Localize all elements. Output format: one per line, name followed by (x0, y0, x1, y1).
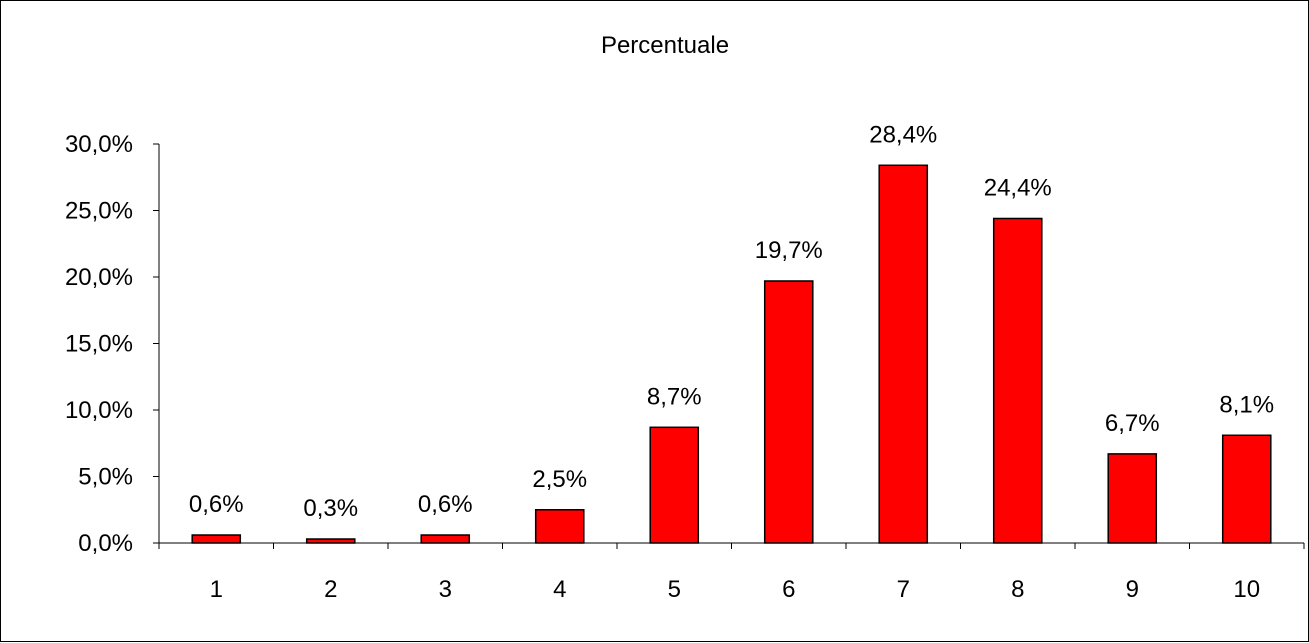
bar (649, 426, 700, 544)
x-tick-label: 8 (1011, 576, 1024, 603)
bars (191, 164, 1272, 544)
x-tick-label: 3 (439, 576, 452, 603)
x-tick-label: 6 (782, 576, 795, 603)
bar (305, 538, 356, 544)
x-tick-label: 5 (668, 576, 681, 603)
y-tick-label: 30,0% (65, 131, 133, 158)
bar (992, 217, 1043, 544)
data-label: 0,6% (418, 491, 473, 518)
x-tick-label: 2 (324, 576, 337, 603)
bar (420, 534, 471, 544)
data-label: 0,3% (303, 495, 358, 522)
y-tick-label: 5,0% (78, 464, 133, 491)
bar (1221, 434, 1272, 544)
bar (878, 164, 929, 544)
bar (1107, 453, 1158, 544)
data-label: 6,7% (1105, 410, 1160, 437)
x-tick-label: 7 (897, 576, 910, 603)
x-tick-label: 1 (210, 576, 223, 603)
x-tick-label: 4 (553, 576, 566, 603)
data-labels: 0,6% 0,3% 0,6% 2,5% 8,7% 19,7% 28,4% 24,4% 6,7% 8… (189, 121, 1274, 522)
data-label: 8,7% (647, 383, 702, 410)
x-axis: 1 2 3 4 5 6 7 8 9 10 (158, 542, 1305, 603)
chart-title: Percentuale (601, 32, 729, 59)
bar (534, 509, 585, 544)
y-axis: 0,0% 5,0% 10,0% 15,0% 20,0% 25,0% 30,0% (65, 131, 160, 557)
data-label: 19,7% (755, 237, 823, 264)
x-tick-label: 10 (1233, 576, 1260, 603)
y-tick-label: 20,0% (65, 264, 133, 291)
y-tick-label: 15,0% (65, 331, 133, 358)
data-label: 24,4% (984, 174, 1052, 201)
bar (763, 280, 814, 544)
data-label: 2,5% (532, 466, 587, 493)
bar (191, 534, 242, 544)
data-label: 28,4% (869, 121, 937, 148)
y-tick-label: 10,0% (65, 397, 133, 424)
data-label: 8,1% (1219, 391, 1274, 418)
y-tick-label: 25,0% (65, 198, 133, 225)
y-tick-label: 0,0% (78, 530, 133, 557)
x-tick-label: 9 (1126, 576, 1139, 603)
data-label: 0,6% (189, 491, 244, 518)
